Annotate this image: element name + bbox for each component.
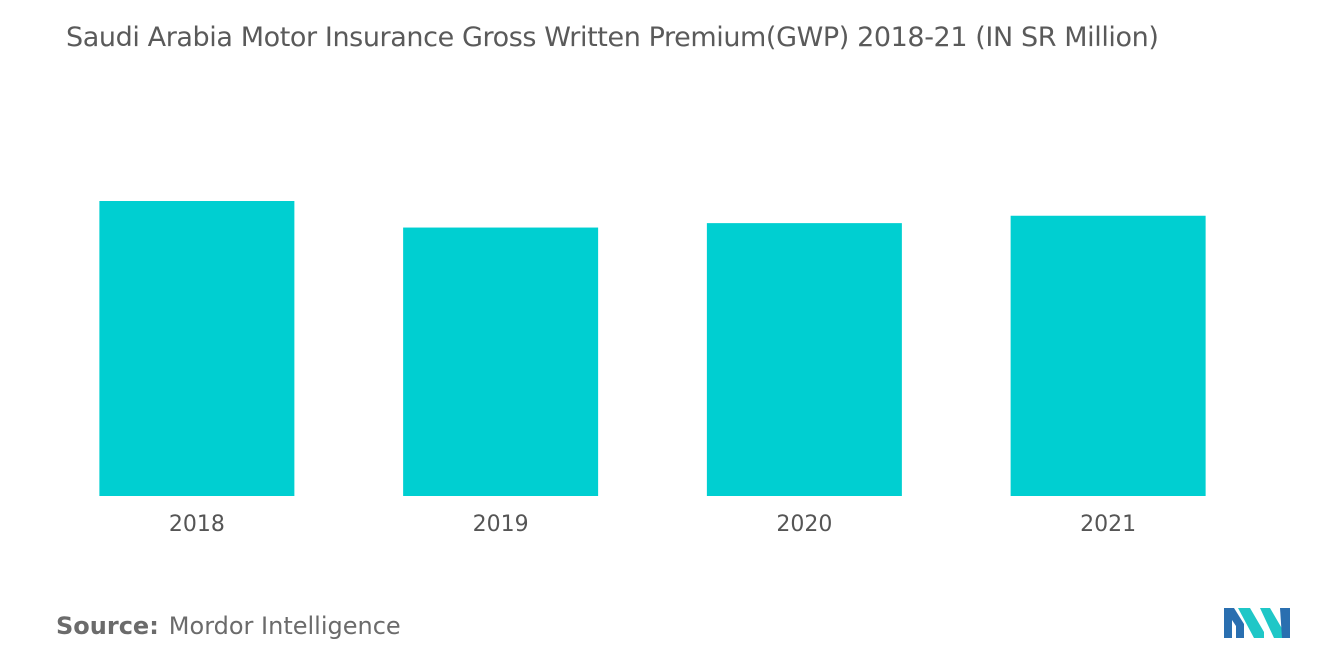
bar-2021 <box>1010 215 1206 496</box>
bar-2018 <box>99 201 295 496</box>
x-tick-label-2021: 2021 <box>1080 512 1136 537</box>
mordor-intelligence-logo-icon <box>1224 608 1290 638</box>
source-label: Source: <box>56 612 159 640</box>
bar-chart: 2018 2019 2020 2021 <box>99 201 1206 537</box>
bars-group <box>99 201 1206 497</box>
bar-2020 <box>706 223 902 496</box>
x-tick-labels: 2018 2019 2020 2021 <box>169 512 1136 537</box>
source-note: Source: Mordor Intelligence <box>56 612 401 640</box>
source-text: Mordor Intelligence <box>168 612 401 640</box>
x-tick-label-2019: 2019 <box>473 512 529 537</box>
chart-title: Saudi Arabia Motor Insurance Gross Writt… <box>66 22 1159 53</box>
bar-2019 <box>403 227 599 497</box>
x-tick-label-2018: 2018 <box>169 512 225 537</box>
x-tick-label-2020: 2020 <box>776 512 832 537</box>
